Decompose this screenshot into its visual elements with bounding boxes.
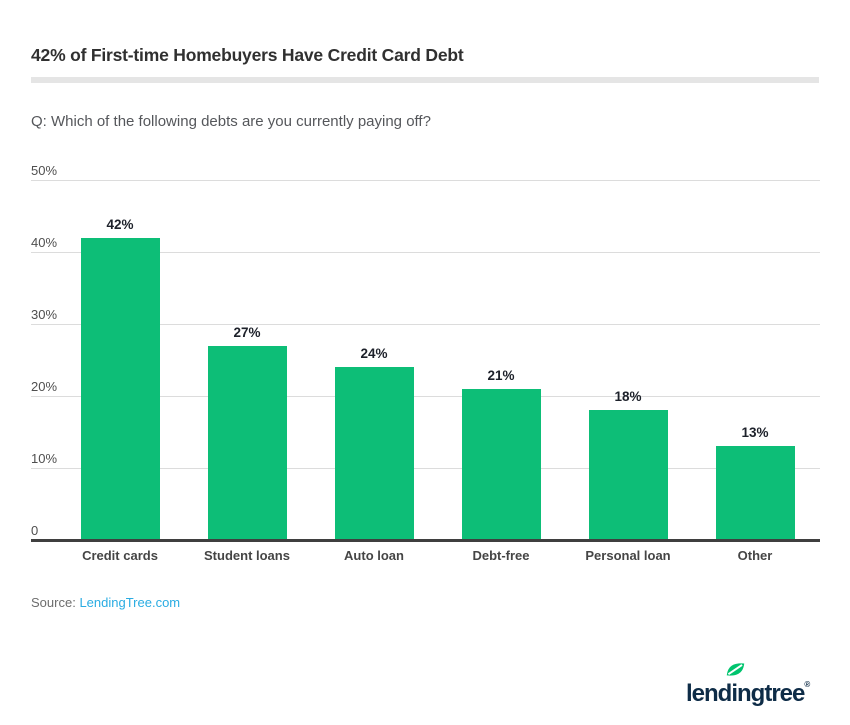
- source-link[interactable]: LendingTree.com: [79, 595, 181, 610]
- source-line: Source: LendingTree.com: [31, 595, 180, 610]
- leaf-icon: [726, 663, 745, 676]
- bar-value-label: 21%: [487, 367, 515, 383]
- bar: [334, 367, 414, 540]
- gridline: [31, 468, 820, 469]
- gridline: [31, 324, 820, 325]
- x-axis-category-label: Auto loan: [344, 548, 404, 563]
- bar-value-label: 42%: [106, 216, 134, 232]
- gridline: [31, 252, 820, 253]
- chart-question: Q: Which of the following debts are you …: [31, 113, 431, 130]
- gridline: [31, 396, 820, 397]
- bar: [207, 345, 287, 540]
- y-axis-tick-label: 20%: [31, 379, 58, 394]
- bar-value-label: 18%: [614, 389, 642, 405]
- y-axis-tick-label: 40%: [31, 235, 58, 250]
- bar: [715, 446, 795, 540]
- x-axis-category-label: Other: [737, 548, 773, 563]
- source-label: Source:: [31, 595, 76, 610]
- logo-text: lendingtree®: [686, 680, 811, 707]
- bar: [80, 237, 160, 540]
- x-axis-category-label: Debt-free: [472, 548, 530, 563]
- y-axis-tick-label: 30%: [31, 307, 58, 322]
- x-axis-category-label: Personal loan: [585, 548, 671, 563]
- bar-value-label: 24%: [360, 346, 388, 362]
- bar: [461, 388, 541, 540]
- logo-registered-mark: ®: [804, 680, 811, 689]
- y-axis-tick-label: 10%: [31, 451, 58, 466]
- chart-title: 42% of First-time Homebuyers Have Credit…: [31, 45, 464, 65]
- gridline: [31, 180, 820, 181]
- y-axis-tick-label: 50%: [31, 163, 58, 178]
- bar: [588, 410, 668, 540]
- x-axis-line: [31, 539, 820, 542]
- x-axis-category-label: Credit cards: [82, 548, 158, 563]
- y-axis-tick-label: 0: [31, 523, 39, 538]
- bar-value-label: 13%: [741, 425, 769, 441]
- lendingtree-logo: lendingtree®: [686, 660, 836, 707]
- title-divider: [31, 77, 819, 83]
- bar-value-label: 27%: [233, 324, 261, 340]
- x-axis-category-label: Student loans: [204, 548, 290, 563]
